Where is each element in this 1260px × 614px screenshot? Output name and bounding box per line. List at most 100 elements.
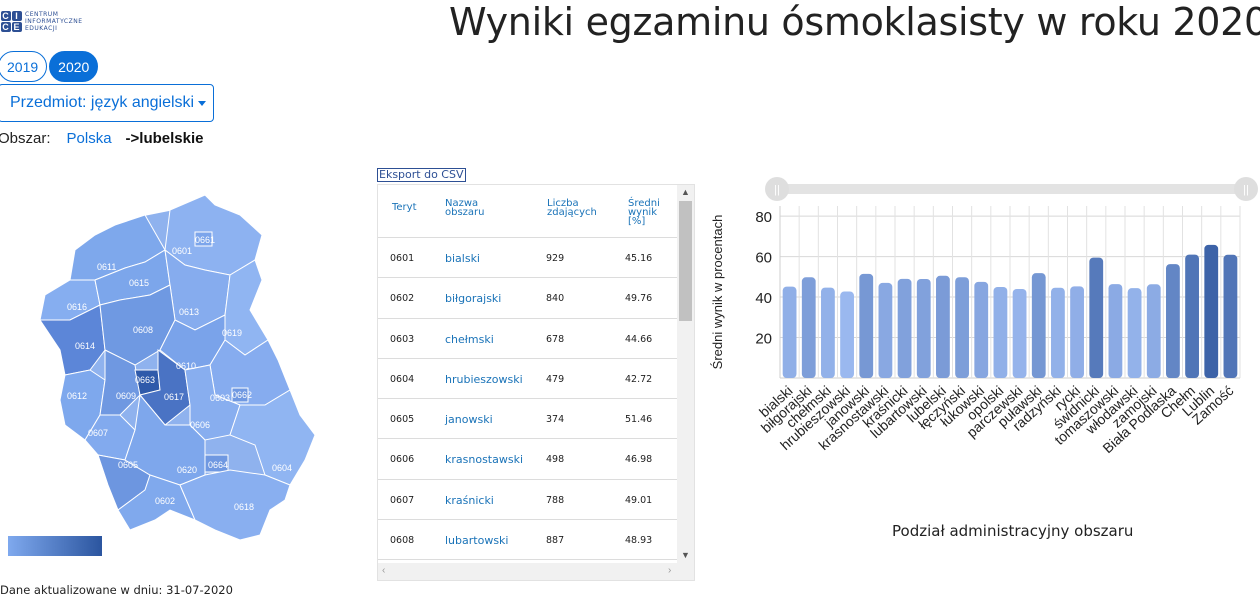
map-region-0661[interactable]	[194, 231, 213, 247]
table-row[interactable]: 0603 chełmski 678 44.66	[378, 319, 678, 359]
chart-bar[interactable]	[782, 286, 797, 378]
area-link-polska[interactable]: Polska	[66, 130, 112, 147]
cell-name[interactable]: biłgorajski	[445, 292, 502, 306]
chart-bar[interactable]	[1185, 254, 1199, 378]
cell-avg: 42.72	[625, 373, 653, 385]
logo-text-line: EDUKACJI	[25, 24, 58, 32]
table-horizontal-scrollbar[interactable]: ‹ ›	[378, 563, 694, 580]
chart-x-axis-label: Podział administracyjny obszaru	[892, 522, 1134, 540]
chart-bar[interactable]	[1166, 264, 1180, 378]
logo-letter: E	[11, 21, 22, 32]
logo-text-line: CENTRUM	[25, 10, 59, 18]
chart-bar[interactable]	[1031, 273, 1046, 378]
map-region-label: 0613	[179, 307, 199, 317]
cell-avg: 44.66	[625, 333, 653, 345]
cie-logo[interactable]: C I C E CENTRUM INFORMATYCZNE EDUKACJI	[0, 8, 100, 34]
year-tab-2019[interactable]: 2019	[0, 51, 48, 82]
table-row[interactable]: 0606 krasnostawski 498 46.98	[378, 439, 678, 480]
export-csv-link[interactable]: Eksport do CSV	[377, 168, 466, 182]
range-slider-right-handle[interactable]	[1234, 177, 1258, 201]
map-region-0619[interactable]	[224, 259, 269, 356]
cell-teryt: 0606	[390, 454, 415, 466]
chart-bar[interactable]	[878, 282, 893, 378]
chart-bar[interactable]	[859, 273, 874, 378]
table-row[interactable]: 0608 lubartowski 887 48.93	[378, 520, 678, 561]
map-region-label: 0603	[210, 393, 230, 403]
header-avg[interactable]: Średni wynik [%]	[628, 199, 660, 227]
chart-bar[interactable]	[974, 281, 989, 378]
chart-bar[interactable]	[1051, 287, 1065, 378]
map-region-0662[interactable]	[231, 387, 249, 403]
area-breadcrumb: Obszar: Polska ->lubelskie	[0, 130, 204, 147]
year-tab-2020[interactable]: 2020	[49, 51, 99, 82]
area-label: Obszar:	[0, 130, 51, 147]
cell-count: 929	[546, 253, 565, 264]
subject-dropdown-button[interactable]: Przedmiot: język angielski	[0, 84, 214, 122]
cell-name[interactable]: janowski	[445, 413, 493, 427]
chart-bar[interactable]	[1070, 286, 1084, 378]
cell-name[interactable]: krasnostawski	[445, 453, 524, 467]
map-region-label: 0609	[116, 391, 136, 401]
range-slider-right-grip-icon: ||	[1243, 184, 1249, 196]
chart-bar[interactable]	[1108, 284, 1123, 378]
header-count[interactable]: Liczba zdających	[547, 199, 597, 218]
chart-bar[interactable]	[1012, 288, 1027, 378]
chart-bar[interactable]	[1127, 288, 1142, 378]
chart-bar[interactable]	[801, 277, 816, 378]
map-region-label: 0663	[135, 375, 155, 385]
table-row[interactable]: 0602 biłgorajski 840 49.76	[378, 278, 678, 319]
scroll-left-icon[interactable]: ‹	[382, 565, 386, 576]
map-region-label: 0611	[97, 262, 116, 272]
table-row[interactable]: 0601 bialski 929 45.16	[378, 238, 678, 279]
scrollbar-thumb[interactable]	[679, 201, 692, 321]
scroll-down-icon[interactable]: ▼	[681, 550, 690, 560]
map-region-label: 0615	[129, 278, 149, 288]
map-region-0604[interactable]	[229, 389, 316, 486]
header-name[interactable]: Nazwa obszaru	[445, 199, 485, 218]
chart-bar[interactable]	[1146, 284, 1161, 378]
chart-bar[interactable]	[840, 291, 854, 378]
cell-teryt: 0604	[390, 373, 415, 385]
range-slider-left-handle[interactable]	[765, 177, 789, 201]
chart-bar[interactable]	[916, 278, 931, 378]
cell-avg: 51.46	[625, 414, 653, 426]
scroll-up-icon[interactable]: ▲	[681, 187, 690, 197]
chart-bar[interactable]	[897, 278, 912, 378]
chart-bar[interactable]	[993, 286, 1008, 378]
table-row[interactable]: 0605 janowski 374 51.46	[378, 399, 678, 440]
chart-y-tick-label: 60	[755, 250, 772, 267]
cell-name[interactable]: chełmski	[445, 332, 494, 346]
chart-bar[interactable]	[1223, 254, 1238, 378]
cell-name[interactable]: kraśnicki	[445, 493, 494, 507]
chart-bar[interactable]	[1204, 244, 1219, 378]
map-region-label: 0661	[195, 235, 215, 245]
map-region-label: 0612	[67, 391, 87, 401]
cell-avg: 46.98	[625, 454, 653, 466]
update-note: Dane aktualizowane w dniu: 31-07-2020	[0, 583, 233, 597]
cell-name[interactable]: hrubieszowski	[445, 372, 523, 386]
header-teryt[interactable]: Teryt	[392, 202, 417, 213]
cell-name[interactable]: lubartowski	[445, 534, 509, 548]
scroll-right-icon[interactable]: ›	[668, 565, 672, 576]
chart-bar[interactable]	[1089, 257, 1104, 378]
map-region-0618[interactable]	[179, 469, 291, 540]
table-row[interactable]: 0604 hrubieszowski 479 42.72	[378, 359, 678, 400]
cell-name[interactable]: bialski	[445, 252, 480, 265]
chart-bar[interactable]	[936, 275, 950, 378]
chart-bar[interactable]	[955, 277, 969, 378]
map-region-label: 0604	[272, 463, 292, 473]
header-count-line: zdających	[547, 207, 597, 218]
chart-bar[interactable]	[821, 287, 835, 378]
map-region-label: 0662	[232, 390, 252, 400]
caret-down-icon	[198, 100, 207, 106]
map-color-legend	[8, 536, 102, 556]
map-region-0614[interactable]	[39, 304, 106, 376]
table-header: Teryt Nazwa obszaru Liczba zdających Śre…	[378, 185, 678, 238]
map-region-label: 0664	[208, 460, 228, 470]
chart-y-axis-label: Średni wynik w procentach	[710, 215, 725, 370]
table-vertical-scrollbar[interactable]: ▲ ▼	[677, 185, 694, 565]
table-row[interactable]: 0607 kraśnicki 788 49.01	[378, 480, 678, 521]
cell-count: 479	[546, 373, 565, 385]
chart-y-tick-label: 40	[755, 290, 772, 307]
range-slider-track[interactable]	[777, 184, 1243, 194]
